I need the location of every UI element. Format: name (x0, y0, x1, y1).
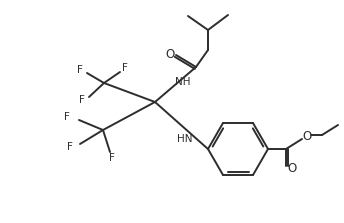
Text: F: F (79, 95, 85, 105)
Text: NH: NH (175, 77, 191, 87)
Text: F: F (64, 112, 70, 122)
Text: HN: HN (177, 134, 193, 144)
Text: O: O (302, 130, 312, 143)
Text: O: O (165, 47, 175, 60)
Text: F: F (77, 65, 83, 75)
Text: F: F (122, 63, 128, 73)
Text: O: O (287, 161, 297, 175)
Text: F: F (109, 153, 115, 163)
Text: F: F (67, 142, 73, 152)
